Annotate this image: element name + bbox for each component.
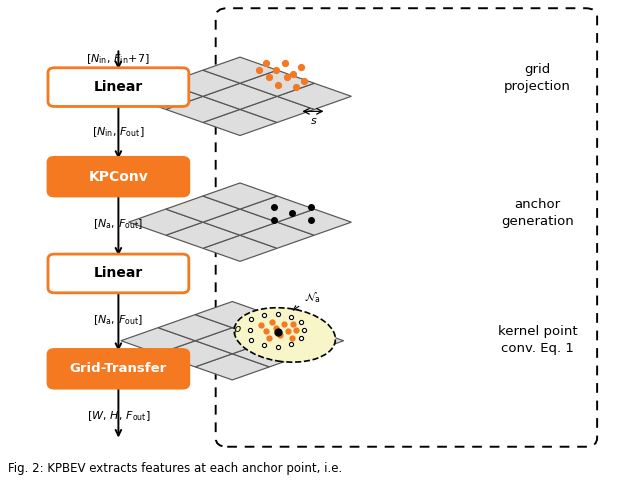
Polygon shape [129, 83, 203, 109]
Text: $\mathcal{N}_{\rm a}$: $\mathcal{N}_{\rm a}$ [293, 290, 321, 310]
FancyBboxPatch shape [48, 349, 189, 388]
Text: $[W,\,H,\,F_{\rm out}]$: $[W,\,H,\,F_{\rm out}]$ [86, 409, 150, 423]
Text: Linear: Linear [94, 267, 143, 280]
Polygon shape [195, 354, 269, 380]
Text: kernel point
conv. Eq. 1: kernel point conv. Eq. 1 [498, 325, 577, 355]
Text: $[N_{\rm in},\,F_{\rm in}\!+\!7]$: $[N_{\rm in},\,F_{\rm in}\!+\!7]$ [86, 53, 150, 66]
Polygon shape [166, 222, 240, 248]
Polygon shape [166, 70, 240, 96]
Text: anchor
generation: anchor generation [501, 198, 574, 228]
FancyBboxPatch shape [48, 254, 189, 293]
Polygon shape [166, 96, 240, 122]
Polygon shape [195, 328, 269, 354]
Polygon shape [166, 196, 240, 222]
Polygon shape [129, 209, 203, 235]
Polygon shape [232, 315, 307, 341]
FancyBboxPatch shape [48, 68, 189, 106]
Text: grid
projection: grid projection [504, 63, 571, 93]
Text: KPConv: KPConv [88, 170, 148, 183]
Polygon shape [240, 222, 314, 248]
Polygon shape [158, 315, 232, 341]
FancyBboxPatch shape [48, 157, 189, 196]
Text: $s$: $s$ [310, 116, 317, 126]
FancyBboxPatch shape [216, 8, 597, 447]
Polygon shape [269, 328, 344, 354]
Text: $[N_{\rm a},\,F_{\rm out}]$: $[N_{\rm a},\,F_{\rm out}]$ [93, 314, 143, 327]
Text: $[N_{\rm in},\,F_{\rm out}]$: $[N_{\rm in},\,F_{\rm out}]$ [92, 125, 145, 138]
Text: Linear: Linear [94, 80, 143, 94]
Ellipse shape [234, 308, 335, 362]
Polygon shape [240, 96, 314, 122]
Polygon shape [277, 83, 351, 109]
Text: $\rho$: $\rho$ [233, 324, 242, 336]
Polygon shape [240, 70, 314, 96]
Polygon shape [203, 109, 277, 136]
Polygon shape [121, 328, 195, 354]
Polygon shape [203, 183, 277, 209]
Polygon shape [195, 302, 269, 328]
Polygon shape [232, 341, 307, 367]
Text: Grid-Transfer: Grid-Transfer [70, 363, 167, 375]
Polygon shape [203, 57, 277, 83]
Polygon shape [203, 83, 277, 109]
Polygon shape [240, 196, 314, 222]
Polygon shape [203, 209, 277, 235]
Polygon shape [277, 209, 351, 235]
Text: $[N_{\rm a},\,F_{\rm out}]$: $[N_{\rm a},\,F_{\rm out}]$ [93, 218, 143, 231]
Polygon shape [203, 235, 277, 261]
Text: Fig. 2: KPBEV extracts features at each anchor point, i.e.: Fig. 2: KPBEV extracts features at each … [8, 462, 342, 475]
Polygon shape [158, 341, 232, 367]
